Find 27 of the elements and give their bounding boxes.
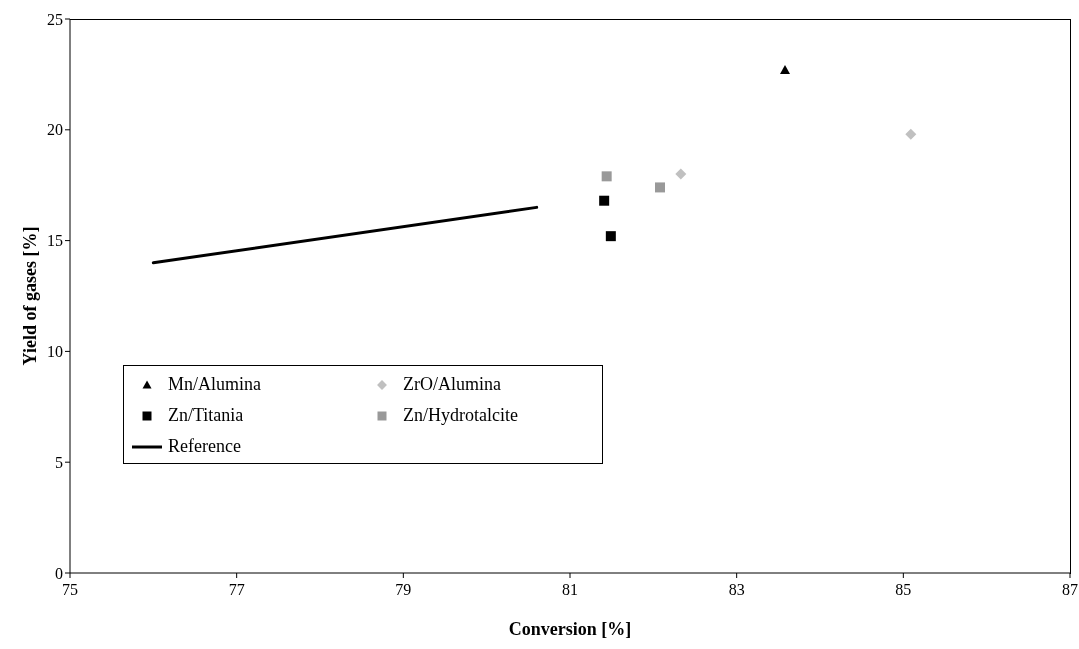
point	[905, 128, 917, 140]
point	[601, 171, 612, 182]
point	[599, 195, 610, 206]
y-tick-label: 5	[55, 453, 63, 471]
point	[780, 64, 790, 74]
x-tick-label: 75	[62, 581, 78, 599]
x-axis-title: Conversion [%]	[508, 619, 632, 639]
y-tick-label: 10	[47, 343, 63, 361]
x-tick-label: 81	[562, 581, 578, 599]
legend-label: Reference	[168, 436, 241, 457]
legend-label: ZrO/Alumina	[403, 374, 501, 395]
y-axis-title: Yield of gases [%]	[20, 226, 40, 366]
legend-label: Mn/Alumina	[168, 374, 261, 395]
x-tick-label: 77	[228, 581, 245, 599]
y-tick-label: 15	[47, 232, 63, 250]
point	[655, 182, 665, 193]
legend-label: Zn/Hydrotalcite	[403, 405, 518, 426]
x-tick-label: 85	[895, 581, 912, 599]
y-tick-label: 20	[47, 121, 63, 139]
point	[605, 231, 616, 242]
x-tick-label: 79	[395, 581, 412, 599]
point	[675, 168, 687, 180]
y-tick-label: 25	[47, 10, 63, 28]
x-tick-label: 83	[728, 581, 745, 599]
y-tick-label: 0	[55, 564, 63, 582]
legend-label: Zn/Titania	[168, 405, 244, 426]
x-tick-label: 87	[1062, 581, 1078, 599]
